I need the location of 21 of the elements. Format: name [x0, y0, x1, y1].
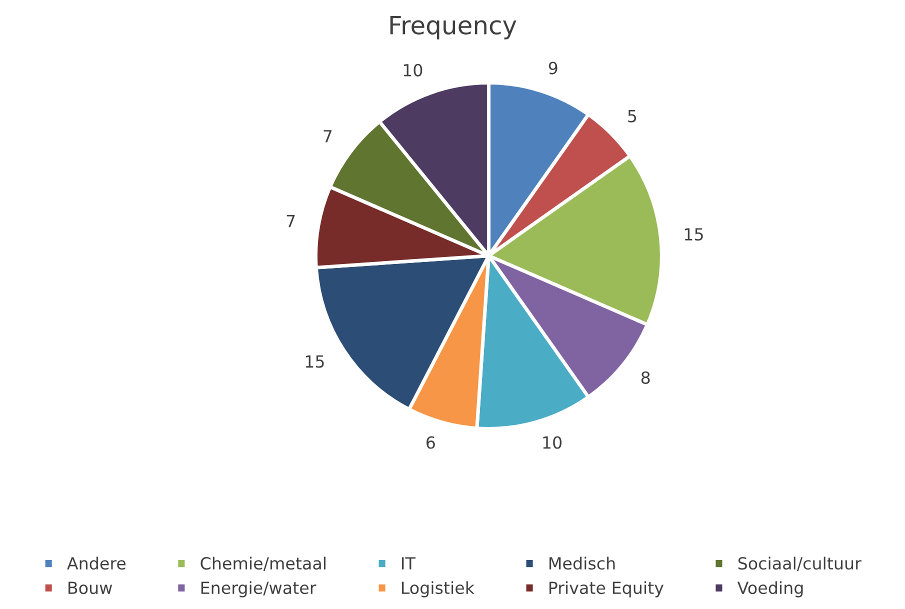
legend-label: Bouw [68, 582, 112, 594]
legend-label: IT [402, 557, 416, 570]
legend-label: Voeding [737, 581, 803, 598]
data-label: 15 [684, 228, 703, 241]
data-label: 15 [306, 355, 324, 368]
legend-label: Energie/water [201, 581, 316, 598]
legend-label: Sociaal/cultuur [738, 556, 862, 571]
legend-label: Private Equity [550, 581, 664, 598]
data-label: 9 [548, 62, 558, 74]
legend-label: Medisch [550, 556, 615, 570]
data-label: 8 [641, 371, 650, 384]
legend-label: Andere [67, 556, 126, 570]
legend-label: Logistiek [402, 581, 474, 598]
legend-label: Chemie/metaal [200, 556, 326, 571]
data-label: 7 [324, 130, 332, 142]
data-label: 6 [426, 436, 435, 449]
data-label: 10 [543, 436, 562, 449]
data-label: 5 [628, 110, 636, 122]
chart-title: Frequency [390, 16, 516, 40]
data-label: 10 [404, 64, 422, 76]
data-label: 7 [286, 215, 295, 228]
